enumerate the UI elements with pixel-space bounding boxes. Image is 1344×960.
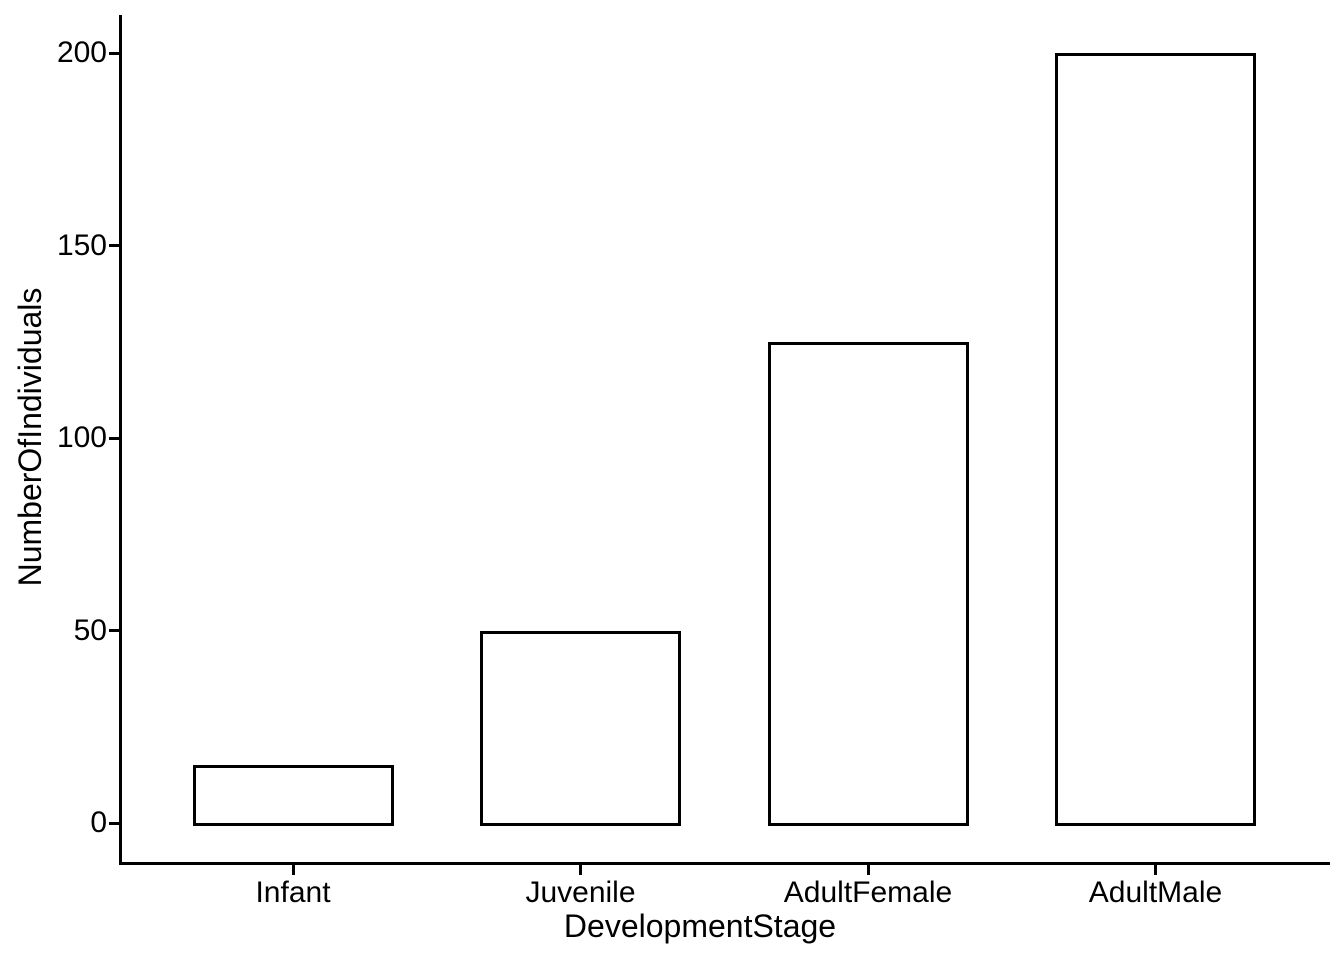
x-tick-label-adultmale: AdultMale: [1088, 876, 1223, 909]
y-tick-100: [109, 436, 119, 440]
y-tick-label-100: 100: [56, 421, 107, 454]
bar-adultfemale: [767, 341, 969, 826]
x-tick-infant: [291, 865, 295, 875]
bar-adultmale: [1055, 53, 1256, 826]
x-tick-label-juvenile: Juvenile: [525, 876, 636, 909]
y-tick-label-0: 0: [90, 806, 107, 839]
bar-juvenile: [480, 630, 681, 826]
x-tick-juvenile: [579, 865, 582, 875]
x-axis-title: DevelopmentStage: [563, 908, 837, 944]
y-tick-label-200: 200: [56, 36, 107, 69]
bar-infant: [192, 765, 394, 826]
y-tick-150: [109, 244, 119, 247]
x-tick-label-adultfemale: AdultFemale: [783, 876, 953, 909]
x-tick-label-infant: Infant: [255, 876, 331, 909]
x-tick-adultfemale: [866, 865, 870, 875]
y-tick-200: [109, 51, 119, 55]
y-tick-label-50: 50: [73, 613, 107, 647]
y-tick-50: [109, 629, 119, 632]
x-axis-line: [119, 862, 1330, 865]
y-tick-0: [109, 821, 119, 825]
y-tick-label-150: 150: [56, 228, 107, 262]
x-tick-adultmale: [1154, 865, 1157, 875]
y-axis-line: [119, 15, 122, 865]
